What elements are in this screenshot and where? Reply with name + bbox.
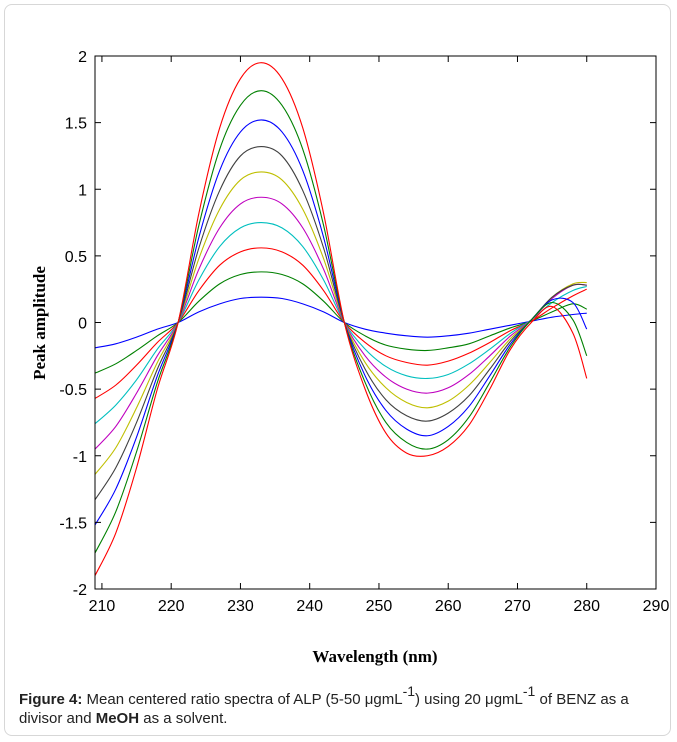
y-tick-label: -0.5 (59, 382, 87, 399)
y-tick-label: -1 (73, 449, 87, 466)
series-line-8 (94, 119, 588, 526)
series-line-10 (94, 62, 588, 576)
caption-text-3: of BENZ as a divisor and (19, 691, 629, 727)
x-tick-label: 250 (366, 598, 393, 615)
y-axis-label: Peak amplitude (30, 266, 49, 380)
chart: 210 220 230 240 250 260 270 280 290 2 1.5 1 0.5 0 -0.5… (30, 49, 669, 666)
x-tick-label: 240 (296, 598, 323, 615)
series-layer (94, 62, 588, 576)
y-tick-label: 2 (78, 49, 87, 66)
y-tick-label: -2 (73, 582, 87, 599)
series-line-9 (94, 90, 588, 554)
caption-text-2: ) using 20 μgmL (415, 691, 523, 708)
x-tick-label: 270 (504, 598, 531, 615)
series-line-3 (94, 247, 587, 399)
figure-card (4, 4, 671, 736)
series-line-2 (94, 271, 587, 374)
caption-sup-2: -1 (522, 683, 536, 699)
figure-caption: Figure 4: Mean centered ratio spectra of… (19, 684, 659, 728)
caption-label: Figure 4: (19, 691, 83, 708)
series-line-6 (94, 171, 587, 475)
caption-text-4: as a solvent. (139, 710, 228, 727)
series-line-4 (94, 222, 587, 425)
y-tick-label: 1.5 (65, 116, 87, 133)
x-tick-label: 280 (573, 598, 600, 615)
y-tick-label: -1.5 (59, 515, 87, 532)
caption-solvent: MeOH (95, 710, 140, 727)
y-tick-label: 1 (78, 182, 87, 199)
x-tick-label: 230 (227, 598, 254, 615)
x-tick-label: 220 (158, 598, 185, 615)
x-axis-label: Wavelength (nm) (312, 647, 437, 666)
caption-sup-1: -1 (402, 683, 416, 699)
series-line-5 (94, 196, 587, 450)
y-tick-label: 0.5 (65, 249, 87, 266)
caption-text-1: Mean centered ratio spectra of ALP (5-50… (82, 691, 403, 708)
x-tick-label: 260 (435, 598, 462, 615)
y-tick-label: 0 (78, 316, 87, 333)
series-line-7 (94, 146, 587, 501)
tick-layer: 210 220 230 240 250 260 270 280 290 2 1.5 1 0.5 0 -0.5… (59, 49, 669, 615)
x-tick-label: 290 (643, 598, 670, 615)
x-tick-label: 210 (89, 598, 116, 615)
